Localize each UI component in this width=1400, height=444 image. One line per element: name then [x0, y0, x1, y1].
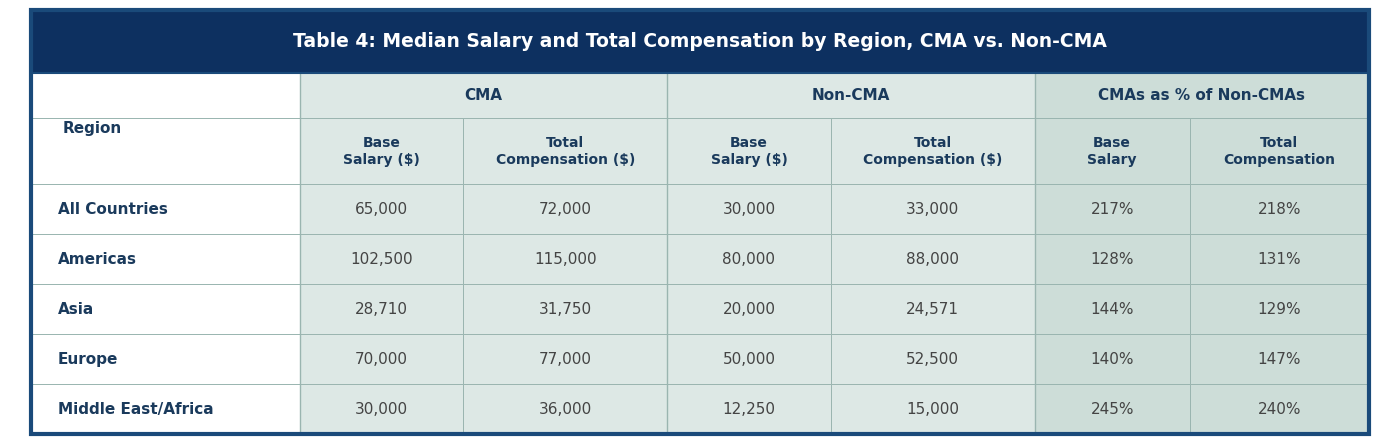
Bar [1035, 184, 1190, 234]
Bar [1190, 119, 1369, 184]
Text: Total
Compensation ($): Total Compensation ($) [496, 136, 636, 166]
Text: 50,000: 50,000 [722, 352, 776, 367]
Text: Table 4: Median Salary and Total Compensation by Region, CMA vs. Non-CMA: Table 4: Median Salary and Total Compens… [293, 32, 1107, 51]
Bar [31, 384, 300, 434]
Text: 65,000: 65,000 [356, 202, 409, 217]
Text: 36,000: 36,000 [539, 402, 592, 417]
Text: Total
Compensation ($): Total Compensation ($) [862, 136, 1002, 166]
Text: 102,500: 102,500 [350, 252, 413, 267]
Text: 30,000: 30,000 [356, 402, 409, 417]
Text: 144%: 144% [1091, 302, 1134, 317]
Text: 240%: 240% [1257, 402, 1301, 417]
Bar [830, 119, 1035, 184]
Text: 245%: 245% [1091, 402, 1134, 417]
Bar [463, 184, 668, 234]
Bar [31, 234, 300, 284]
Bar [463, 334, 668, 384]
Text: Total
Compensation: Total Compensation [1224, 136, 1336, 166]
Bar [668, 72, 1035, 119]
Bar [463, 284, 668, 334]
Bar [668, 384, 830, 434]
Text: 72,000: 72,000 [539, 202, 592, 217]
Bar [668, 334, 830, 384]
Text: 20,000: 20,000 [722, 302, 776, 317]
Bar [300, 119, 463, 184]
Text: Region: Region [63, 121, 122, 136]
Text: Americas: Americas [57, 252, 137, 267]
Text: Asia: Asia [57, 302, 94, 317]
Bar [830, 284, 1035, 334]
Bar [31, 72, 300, 119]
Bar [830, 334, 1035, 384]
Bar [1190, 334, 1369, 384]
Bar [300, 384, 463, 434]
Text: 147%: 147% [1257, 352, 1301, 367]
Bar [31, 119, 300, 184]
Bar [1035, 284, 1190, 334]
Bar [1035, 384, 1190, 434]
Text: Base
Salary ($): Base Salary ($) [343, 136, 420, 166]
Text: All Countries: All Countries [57, 202, 168, 217]
Text: CMAs as % of Non-CMAs: CMAs as % of Non-CMAs [1099, 88, 1305, 103]
Bar [31, 334, 300, 384]
Text: 15,000: 15,000 [906, 402, 959, 417]
Text: 24,571: 24,571 [906, 302, 959, 317]
Bar [31, 284, 300, 334]
Text: 129%: 129% [1257, 302, 1301, 317]
Text: 218%: 218% [1257, 202, 1301, 217]
Bar [300, 334, 463, 384]
Text: 128%: 128% [1091, 252, 1134, 267]
Text: Base
Salary: Base Salary [1088, 136, 1137, 166]
Bar [463, 119, 668, 184]
Text: CMA: CMA [465, 88, 503, 103]
Bar [463, 234, 668, 284]
Bar [668, 284, 830, 334]
Bar [1190, 284, 1369, 334]
Bar [1190, 184, 1369, 234]
Bar [830, 184, 1035, 234]
Bar [1035, 334, 1190, 384]
Bar [1190, 384, 1369, 434]
Bar [668, 119, 830, 184]
Bar [830, 384, 1035, 434]
Text: Non-CMA: Non-CMA [812, 88, 890, 103]
Text: 31,750: 31,750 [539, 302, 592, 317]
Text: 52,500: 52,500 [906, 352, 959, 367]
Bar [31, 184, 300, 234]
Text: 80,000: 80,000 [722, 252, 776, 267]
Bar [300, 234, 463, 284]
Text: 217%: 217% [1091, 202, 1134, 217]
Bar [1035, 119, 1190, 184]
Bar [463, 384, 668, 434]
Bar [668, 184, 830, 234]
Text: 88,000: 88,000 [906, 252, 959, 267]
Text: 115,000: 115,000 [533, 252, 596, 267]
Text: 12,250: 12,250 [722, 402, 776, 417]
Bar [1035, 72, 1369, 119]
Text: 70,000: 70,000 [356, 352, 409, 367]
Text: 33,000: 33,000 [906, 202, 959, 217]
Bar [31, 10, 1369, 72]
Text: 77,000: 77,000 [539, 352, 592, 367]
Text: 28,710: 28,710 [356, 302, 409, 317]
Bar [1035, 234, 1190, 284]
Text: 140%: 140% [1091, 352, 1134, 367]
Text: 30,000: 30,000 [722, 202, 776, 217]
Text: Middle East/Africa: Middle East/Africa [57, 402, 213, 417]
Text: Europe: Europe [57, 352, 118, 367]
Bar [300, 72, 668, 119]
Bar [830, 234, 1035, 284]
Bar [1190, 234, 1369, 284]
Text: 131%: 131% [1257, 252, 1301, 267]
Bar [300, 184, 463, 234]
Bar [668, 234, 830, 284]
Text: Base
Salary ($): Base Salary ($) [711, 136, 787, 166]
Bar [300, 284, 463, 334]
